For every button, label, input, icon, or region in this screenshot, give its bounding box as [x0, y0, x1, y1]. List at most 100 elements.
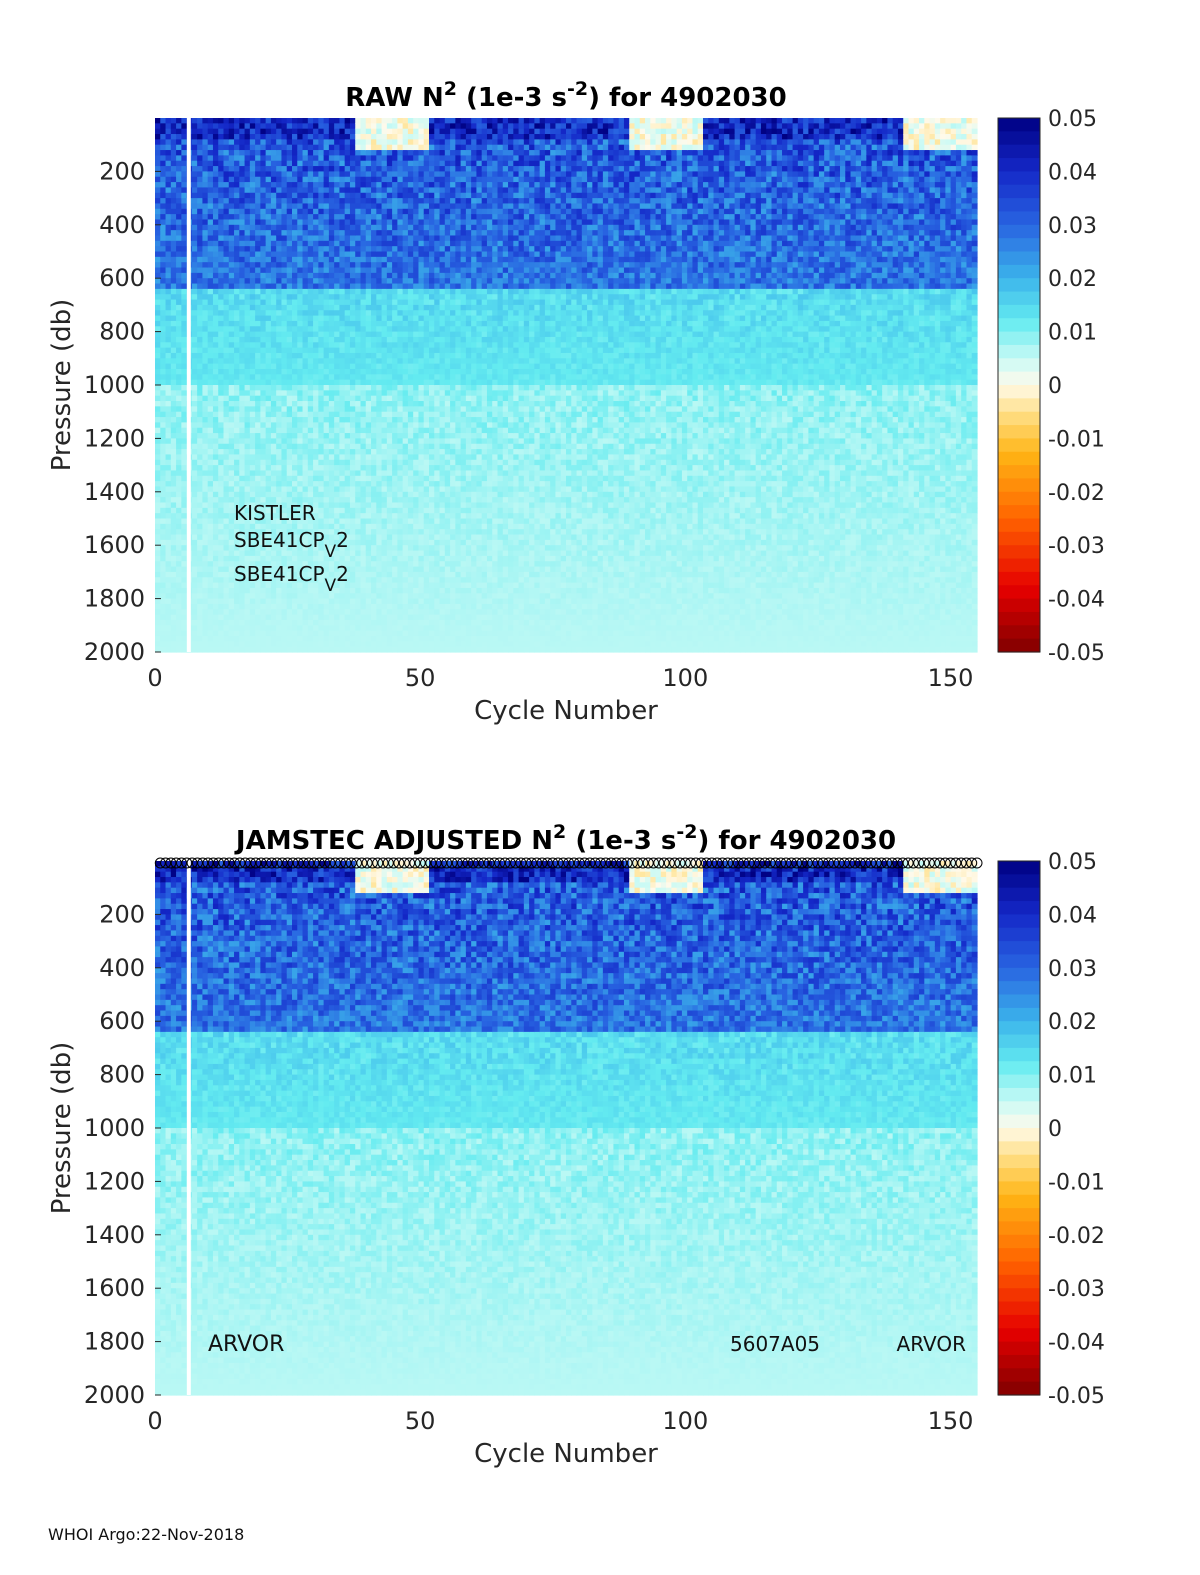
heatmap-cell: [376, 320, 383, 327]
heatmap-cell: [349, 187, 356, 194]
heatmap-cell: [270, 486, 277, 493]
heatmap-cell: [297, 192, 304, 199]
heatmap-cell: [397, 433, 404, 439]
heatmap-cell: [344, 368, 351, 375]
heatmap-cell: [170, 417, 177, 423]
heatmap-cell: [255, 539, 261, 546]
heatmap-cell: [218, 609, 225, 616]
heatmap-cell: [170, 192, 177, 199]
heatmap-cell: [265, 475, 272, 482]
heatmap-cell: [165, 571, 172, 578]
heatmap-cell: [360, 593, 367, 600]
heatmap-cell: [223, 390, 230, 397]
heatmap-cell: [323, 401, 330, 407]
heatmap-cell: [413, 150, 420, 156]
heatmap-cell: [218, 502, 225, 509]
heatmap-cell: [365, 299, 372, 306]
heatmap-cell: [339, 224, 346, 231]
heatmap-cell: [281, 342, 288, 349]
heatmap-cell: [313, 465, 319, 472]
heatmap-cell: [212, 128, 219, 135]
heatmap-cell: [344, 438, 351, 445]
heatmap-cell: [212, 470, 219, 477]
heatmap-cell: [371, 224, 377, 231]
heatmap-cell: [244, 646, 251, 653]
heatmap-cell: [218, 187, 225, 194]
heatmap-cell: [339, 267, 346, 274]
heatmap-cell: [334, 304, 341, 311]
heatmap-cell: [292, 342, 298, 349]
heatmap-cell: [281, 326, 288, 333]
heatmap-cell: [197, 555, 204, 562]
heatmap-cell: [239, 304, 246, 311]
heatmap-cell: [386, 176, 393, 183]
heatmap-cell: [170, 641, 177, 648]
heatmap-cell: [292, 246, 298, 253]
heatmap-cell: [165, 518, 172, 525]
heatmap-cell: [339, 470, 346, 477]
heatmap-cell: [334, 198, 341, 205]
heatmap-cell: [228, 240, 235, 247]
heatmap-cell: [244, 641, 251, 648]
heatmap-cell: [218, 646, 225, 653]
heatmap-cell: [392, 481, 398, 488]
heatmap-cell: [397, 385, 404, 391]
heatmap-cell: [371, 326, 377, 333]
heatmap-cell: [218, 128, 225, 135]
heatmap-cell: [191, 385, 198, 391]
heatmap-cell: [313, 587, 319, 594]
heatmap-cell: [328, 203, 335, 210]
heatmap-cell: [371, 513, 377, 520]
heatmap-cell: [302, 304, 309, 311]
heatmap-cell: [297, 641, 304, 648]
heatmap-cell: [376, 475, 383, 482]
heatmap-cell: [371, 310, 377, 317]
heatmap-cell: [323, 320, 330, 327]
heatmap-cell: [407, 390, 414, 397]
heatmap-cell: [313, 555, 319, 562]
heatmap-cell: [402, 166, 409, 172]
heatmap-cell: [160, 262, 167, 269]
heatmap-cell: [260, 555, 267, 562]
heatmap-cell: [344, 459, 351, 466]
heatmap-cell: [255, 278, 261, 285]
heatmap-cell: [355, 256, 362, 263]
heatmap-cell: [381, 470, 388, 477]
heatmap-cell: [165, 646, 172, 653]
heatmap-cell: [318, 411, 325, 418]
heatmap-cell: [292, 150, 298, 156]
heatmap-cell: [165, 219, 172, 226]
heatmap-cell: [191, 310, 198, 317]
heatmap-cell: [307, 582, 314, 589]
heatmap-cell: [349, 598, 356, 605]
heatmap-cell: [402, 593, 409, 600]
heatmap-cell: [276, 523, 283, 530]
heatmap-cell: [365, 315, 372, 322]
heatmap-cell: [339, 539, 346, 546]
heatmap-cell: [297, 545, 304, 552]
heatmap-cell: [365, 331, 372, 338]
heatmap-cell: [207, 641, 214, 648]
heatmap-cell: [397, 411, 404, 418]
heatmap-cell: [286, 219, 293, 226]
heatmap-cell: [160, 294, 167, 301]
heatmap-cell: [255, 427, 261, 434]
heatmap-cell: [155, 646, 161, 653]
heatmap-cell: [244, 550, 251, 557]
heatmap-cell: [334, 497, 341, 504]
heatmap-cell: [155, 550, 161, 557]
heatmap-cell: [413, 240, 420, 247]
heatmap-cell: [281, 304, 288, 311]
heatmap-cell: [371, 593, 377, 600]
heatmap-cell: [355, 443, 362, 450]
heatmap-cell: [371, 641, 377, 648]
heatmap-cell: [276, 406, 283, 413]
heatmap-cell: [397, 646, 404, 653]
heatmap-cell: [218, 587, 225, 594]
heatmap-cell: [176, 438, 182, 445]
heatmap-cell: [286, 550, 293, 557]
heatmap-cell: [160, 272, 167, 279]
heatmap-cell: [307, 272, 314, 279]
heatmap-cell: [249, 614, 256, 621]
heatmap-cell: [344, 390, 351, 397]
